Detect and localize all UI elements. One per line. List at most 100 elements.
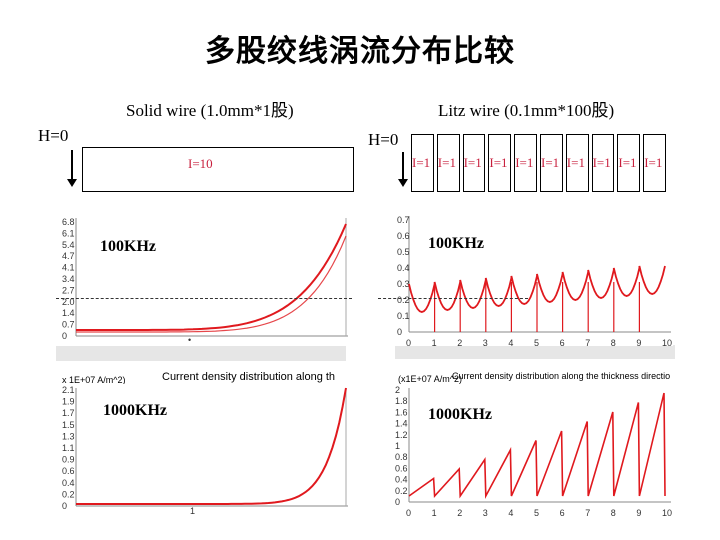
x-tick-label: 0 <box>406 508 411 518</box>
strand-current-label: I=1 <box>566 155 585 170</box>
y-tick-label: 0.2 <box>397 295 410 305</box>
strand-current-label: I=1 <box>592 155 611 170</box>
x-tick-label: 9 <box>636 508 641 518</box>
left-h-arrow <box>67 150 77 187</box>
x-tick-label: 1 <box>432 338 437 346</box>
litz-1000khz-unit: (x1E+07 A/m^2) <box>398 374 463 384</box>
litz-strand <box>411 134 434 192</box>
x-tick-label: 6 <box>560 508 565 518</box>
y-tick-label: 1.2 <box>395 430 408 440</box>
litz-wire-header: Litz wire (0.1mm*100股) <box>438 101 615 120</box>
y-tick-label: 1.4 <box>395 419 408 429</box>
litz-1000khz-caption: Current density distribution along the t… <box>452 371 670 381</box>
strand-current-label: I=1 <box>515 155 534 170</box>
y-tick-label: 4.1 <box>62 263 75 273</box>
y-tick-label: 0 <box>397 327 402 337</box>
strand-current-label: I=1 <box>489 155 508 170</box>
left-h-label: H=0 <box>38 126 69 145</box>
litz-1000khz-label: 1000KHz <box>428 406 492 423</box>
right-h-label: H=0 <box>368 130 399 149</box>
y-tick-label: 0.6 <box>395 463 408 473</box>
x-tick-label: 6 <box>560 338 565 346</box>
x-tick-label: 7 <box>585 338 590 346</box>
y-tick-label: 0 <box>62 331 67 341</box>
x-tick-label: 10 <box>662 338 672 346</box>
current-density-curve <box>76 235 347 333</box>
y-tick-label: 1.5 <box>62 420 75 430</box>
solid-conductor <box>82 147 354 192</box>
marker-dot: • <box>188 335 191 345</box>
y-tick-label: 0.7 <box>62 320 75 330</box>
litz-strand <box>462 134 486 192</box>
x-tick-label: 9 <box>636 338 641 346</box>
solid-100khz-label: 100KHz <box>100 238 156 255</box>
y-tick-label: 2.0 <box>62 297 75 307</box>
y-tick-label: 0.1 <box>397 311 410 321</box>
y-tick-label: 2.1 <box>62 385 75 395</box>
y-tick-label: 2.7 <box>62 285 75 295</box>
y-tick-label: 1.6 <box>395 407 408 417</box>
y-tick-label: 1.7 <box>62 408 75 418</box>
y-tick-label: 0.3 <box>397 279 410 289</box>
strand-current-label: I=1 <box>463 155 482 170</box>
x-tick-label: 2 <box>457 508 462 518</box>
x-tick-label: 8 <box>611 338 616 346</box>
y-tick-label: 0.4 <box>397 263 410 273</box>
y-tick-label: 0 <box>62 501 67 511</box>
y-tick-label: 4.7 <box>62 251 75 261</box>
y-tick-label: 6.1 <box>62 228 75 238</box>
y-tick-label: 1.4 <box>62 308 75 318</box>
solid-1000khz-plot: 2.1 1.91.7 1.51.3 1.1 0.90.6 0.40.2 0 1 <box>56 384 352 518</box>
litz-strand <box>591 134 615 192</box>
y-tick-label: 0.6 <box>62 466 75 476</box>
litz-strand <box>488 134 512 192</box>
litz-strand <box>643 134 666 192</box>
y-tick-label: 0 <box>395 497 400 507</box>
y-tick-label: 0.4 <box>395 475 408 485</box>
page-title: 多股绞线涡流分布比较 <box>205 34 515 69</box>
litz-strand <box>565 134 589 192</box>
y-tick-label: 5.4 <box>62 240 75 250</box>
solid-1000khz-caption: Current density distribution along th <box>162 371 336 383</box>
y-tick-label: 0.9 <box>62 455 75 465</box>
current-density-curve <box>76 387 347 505</box>
y-tick-label: 1.1 <box>62 443 75 453</box>
strand-current-label: I=1 <box>644 155 663 170</box>
right-dashed-line <box>378 298 528 299</box>
litz-strand <box>436 134 460 192</box>
x-tick-label: 1 <box>432 508 437 518</box>
y-tick-label: 2 <box>395 385 400 395</box>
strand-current-label: I=1 <box>412 155 431 170</box>
y-tick-label: 0.5 <box>397 247 410 257</box>
x-tick-label: 5 <box>534 508 539 518</box>
y-tick-label: 0.2 <box>395 486 408 496</box>
x-tick-label: 8 <box>611 508 616 518</box>
x-tick-label: 2 <box>457 338 462 346</box>
right-h-arrow <box>398 152 408 187</box>
x-tick-label: 3 <box>483 508 488 518</box>
solid-current-label: I=10 <box>188 156 213 171</box>
strand-current-label: I=1 <box>541 155 560 170</box>
y-tick-label: 0.2 <box>62 489 75 499</box>
y-tick-label: 1.9 <box>62 397 75 407</box>
x-tick-label: 0 <box>406 338 411 346</box>
litz-strand <box>514 134 537 192</box>
solid-100khz-plot: 6.86.1 5.44.7 4.13.42.7 2.01.4 0.70 • <box>56 212 352 346</box>
x-tick-label: 7 <box>585 508 590 518</box>
left-separator-band <box>56 343 346 361</box>
litz-100khz-label: 100KHz <box>428 235 484 252</box>
y-tick-label: 1 <box>395 441 400 451</box>
left-dashed-line <box>56 298 352 299</box>
y-tick-label: 0.7 <box>397 215 410 225</box>
litz-1000khz-plot: 21.81.61.41.210.80.60.40.200 1 2 3 4 5 6 7 8 9 10 <box>393 384 673 520</box>
x-tick-label: 3 <box>483 338 488 346</box>
current-density-curve <box>76 223 347 331</box>
y-tick-label: 0.6 <box>397 231 410 241</box>
y-tick-label: 1.3 <box>62 431 75 441</box>
solid-wire-header: Solid wire (1.0mm*1股) <box>126 101 294 120</box>
y-tick-label: 1.8 <box>395 396 408 406</box>
litz-current-density-curve <box>408 392 666 500</box>
x-tick-label: 5 <box>534 338 539 346</box>
x-tick-label: 4 <box>508 338 513 346</box>
y-tick-label: 6.8 <box>62 217 75 227</box>
